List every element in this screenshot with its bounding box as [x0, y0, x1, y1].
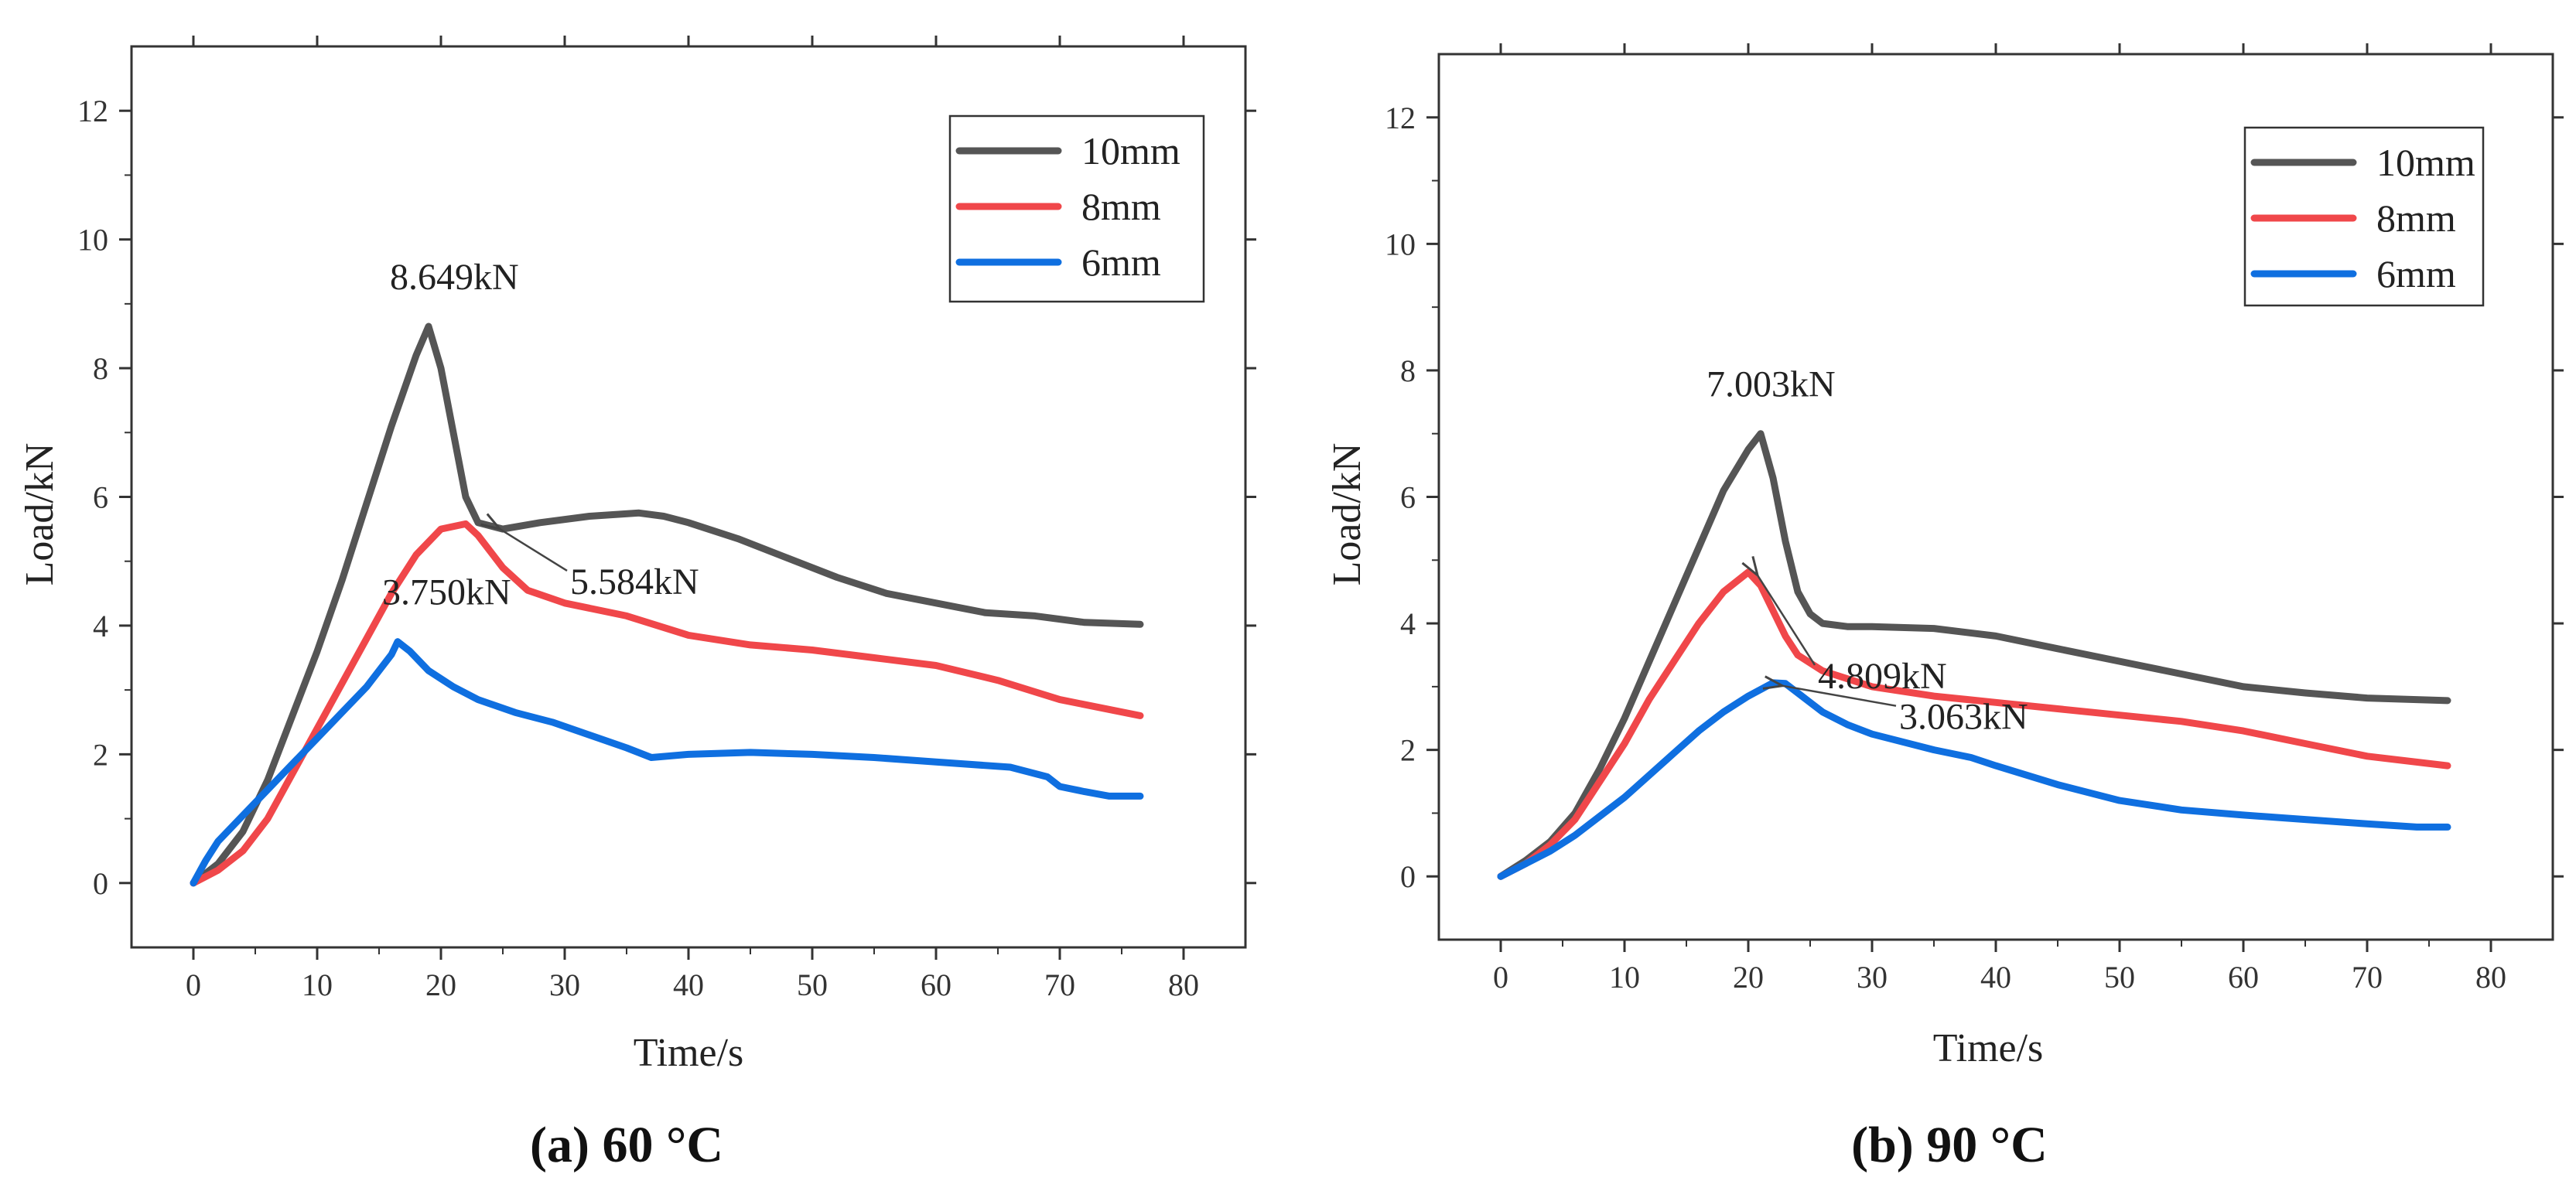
y-tick-label: 4 — [1400, 606, 1416, 641]
series-line-6mm — [190, 638, 1144, 887]
annotation-label: 4.809kN — [1818, 656, 1947, 697]
legend: 10mm 8mm 6mm — [948, 114, 1205, 303]
y-tick-label: 10 — [77, 223, 108, 258]
plot-area-b: 0 10 20 30 40 50 60 70 80 0 2 4 6 8 10 12 10mm 8mm 6mm 7.00… — [1385, 43, 2564, 995]
x-tick-label: 30 — [549, 967, 580, 1002]
x-tick-label: 70 — [2352, 960, 2383, 995]
x-tick-label: 0 — [1493, 960, 1508, 995]
y-tick-label: 0 — [93, 866, 108, 901]
y-tick-label: 8 — [1400, 353, 1416, 388]
legend: 10mm 8mm 6mm — [2243, 126, 2485, 307]
y-tick-label: 2 — [93, 737, 108, 772]
series-line-10mm — [190, 322, 1144, 887]
y-tick-label: 8 — [93, 351, 108, 386]
x-tick-label: 30 — [1857, 960, 1888, 995]
annotation-label: 3.750kN — [382, 572, 511, 613]
series-line-8mm — [190, 520, 1144, 887]
annotation-label: 3.063kN — [1899, 697, 2028, 738]
y-tick-label: 0 — [1400, 859, 1416, 894]
x-tick-label: 40 — [1980, 960, 2011, 995]
caption-a: (a) 60 °C — [530, 1117, 723, 1173]
x-axis-title-b: Time/s — [1933, 1026, 2044, 1070]
x-tick-label: 80 — [1168, 967, 1199, 1002]
x-tick-label: 50 — [2104, 960, 2135, 995]
annotation-arrow — [500, 529, 568, 572]
y-tick-label: 12 — [77, 94, 108, 128]
x-tick-label: 70 — [1044, 967, 1075, 1002]
legend-label-6mm: 6mm — [1081, 241, 1161, 284]
annotation-arrow — [1758, 575, 1816, 666]
legend-label-10mm: 10mm — [2376, 141, 2475, 184]
x-tick-label: 0 — [186, 967, 201, 1002]
y-tick-label: 10 — [1385, 227, 1416, 261]
x-tick-label: 10 — [302, 967, 333, 1002]
legend-label-8mm: 8mm — [2376, 196, 2456, 240]
x-tick-label: 40 — [673, 967, 704, 1002]
annotation-label: 5.584kN — [570, 561, 699, 602]
series-line-10mm — [1497, 430, 2451, 880]
x-tick-label: 20 — [1733, 960, 1764, 995]
x-tick-label: 20 — [425, 967, 456, 1002]
annotation-label: 8.649kN — [390, 257, 519, 298]
y-axis-title-b: Load/kN — [1325, 443, 1369, 586]
y-tick-label: 12 — [1385, 101, 1416, 135]
plot-area-a: 0 10 20 30 40 50 60 70 80 0 2 4 6 8 10 12 10mm 8mm 6mm 8.64… — [77, 36, 1256, 1002]
annotation-arrow — [1782, 686, 1897, 707]
x-tick-label: 80 — [2475, 960, 2506, 995]
series-line-8mm — [1497, 568, 2451, 880]
series-line-6mm — [1497, 679, 2451, 880]
chart-panel-b: 0 10 20 30 40 50 60 70 80 0 2 4 6 8 10 12 10mm 8mm 6mm 7.00… — [1325, 43, 2564, 1173]
chart-panel-a: 0 10 20 30 40 50 60 70 80 0 2 4 6 8 10 12 10mm 8mm 6mm 8.64… — [18, 36, 1256, 1173]
x-tick-label: 50 — [797, 967, 828, 1002]
x-tick-label: 60 — [921, 967, 951, 1002]
x-tick-label: 10 — [1609, 960, 1640, 995]
y-axis-title-a: Load/kN — [18, 443, 62, 586]
caption-b: (b) 90 °C — [1851, 1117, 2048, 1173]
legend-label-6mm: 6mm — [2376, 252, 2456, 295]
annotation-label: 7.003kN — [1707, 363, 1836, 404]
x-axis-title-a: Time/s — [634, 1031, 744, 1075]
legend-label-8mm: 8mm — [1081, 185, 1161, 228]
y-tick-label: 2 — [1400, 733, 1416, 768]
x-tick-label: 60 — [2228, 960, 2259, 995]
legend-label-10mm: 10mm — [1081, 129, 1180, 172]
y-tick-label: 6 — [93, 480, 108, 515]
y-tick-label: 6 — [1400, 480, 1416, 515]
y-tick-label: 4 — [93, 609, 108, 643]
